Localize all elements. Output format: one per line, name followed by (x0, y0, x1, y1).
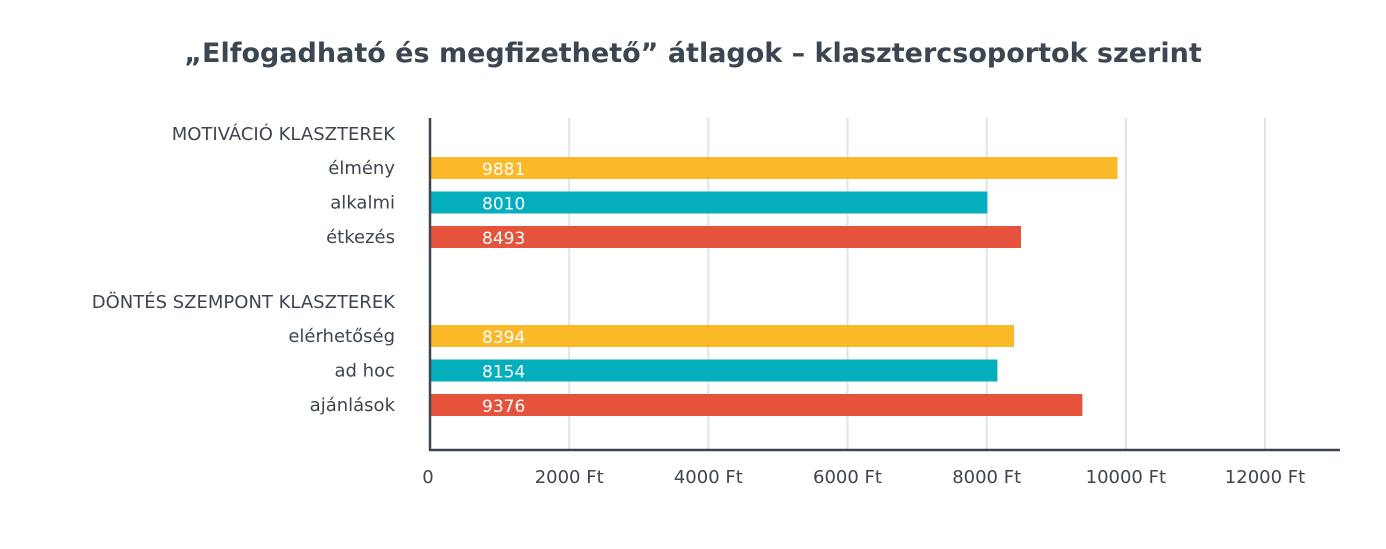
x-tick-label: 2000 Ft (535, 467, 604, 488)
bar (431, 226, 1021, 248)
category-label: alkalmi (330, 193, 395, 214)
category-label: élmény (328, 158, 395, 179)
bar-value-label: 8154 (482, 363, 525, 383)
bar (431, 359, 998, 382)
group-label: MOTIVÁCIÓ KLASZTEREK (172, 123, 396, 145)
bar (431, 325, 1015, 347)
bar-value-label: 8010 (482, 195, 525, 215)
x-tick-label: 6000 Ft (813, 467, 882, 488)
bar-value-label: 8394 (482, 328, 525, 348)
group-label: DÖNTÉS SZEMPONT KLASZTEREK (92, 291, 396, 313)
bar-value-label: 9376 (482, 397, 525, 417)
category-label: ajánlások (310, 395, 396, 416)
x-tick-label: 4000 Ft (674, 467, 743, 488)
bar (431, 157, 1118, 179)
bar (431, 191, 988, 214)
x-tick-label: 12000 Ft (1225, 467, 1305, 488)
category-label: elérhetőség (288, 326, 395, 347)
x-tick-label: 10000 Ft (1086, 467, 1166, 488)
bar (431, 394, 1083, 416)
category-label: ad hoc (335, 361, 396, 382)
chart-title: „Elfogadható és megfizethető” átlagok – … (184, 38, 1202, 69)
x-tick-label: 0 (422, 467, 433, 488)
category-label: étkezés (326, 227, 395, 248)
x-tick-label: 8000 Ft (952, 467, 1021, 488)
bar-value-label: 9881 (482, 160, 525, 180)
bar-value-label: 8493 (482, 229, 525, 249)
